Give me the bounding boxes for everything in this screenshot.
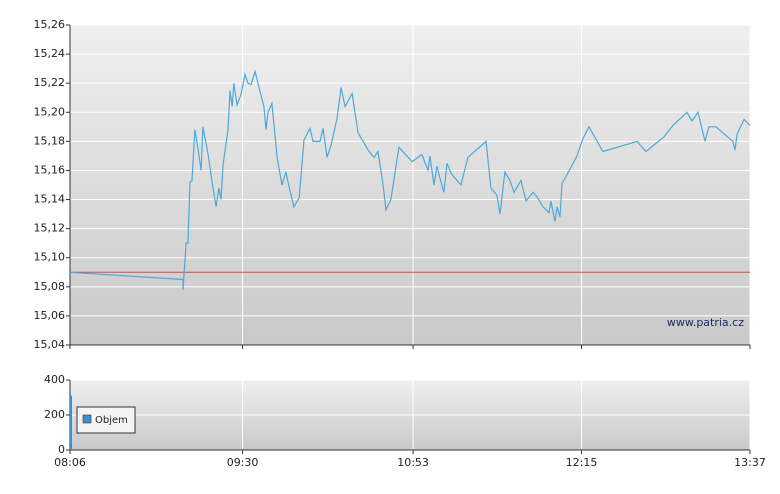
y-tick-label: 15,16	[34, 163, 66, 176]
y-tick-label: 15,22	[34, 76, 66, 89]
legend-swatch	[82, 414, 92, 424]
y-tick-label: 15,08	[34, 280, 66, 293]
x-tick-label: 08:06	[54, 456, 86, 469]
x-tick-label: 09:30	[227, 456, 259, 469]
y-tick-label: 400	[44, 373, 65, 386]
y-tick-label: 15,24	[34, 47, 66, 60]
price-plot-area	[70, 25, 750, 345]
y-tick-label: 15,20	[34, 105, 66, 118]
watermark: www.patria.cz	[667, 316, 744, 329]
volume-bar	[70, 395, 72, 450]
y-tick-label: 15,12	[34, 222, 66, 235]
x-tick-label: 10:53	[397, 456, 429, 469]
price-line	[69, 69, 751, 290]
y-tick-label: 15,04	[34, 338, 66, 351]
y-tick-label: 15,10	[34, 251, 66, 264]
y-tick-label: 0	[58, 443, 65, 456]
y-tick-label: 15,18	[34, 134, 66, 147]
y-tick-label: 15,26	[34, 18, 66, 31]
y-tick-label: 15,06	[34, 309, 66, 322]
y-tick-label: 200	[44, 408, 65, 421]
legend-label: Objem	[95, 415, 128, 426]
x-tick-label: 13:37	[734, 456, 766, 469]
y-tick-label: 15,14	[34, 193, 66, 206]
x-tick-label: 12:15	[566, 456, 598, 469]
